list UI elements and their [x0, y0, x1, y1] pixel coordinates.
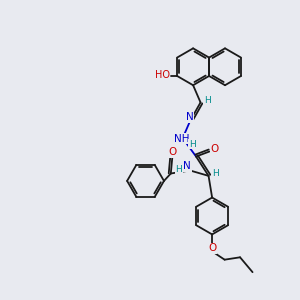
- Text: O: O: [211, 144, 219, 154]
- Text: H: H: [204, 97, 210, 106]
- Text: H: H: [189, 140, 196, 148]
- Text: O: O: [208, 243, 216, 254]
- Text: N: N: [186, 112, 194, 122]
- Text: H: H: [176, 164, 182, 173]
- Text: HO: HO: [155, 70, 170, 80]
- Text: O: O: [169, 147, 177, 157]
- Text: H: H: [212, 169, 218, 178]
- Text: NH: NH: [174, 134, 189, 144]
- Text: N: N: [183, 161, 191, 171]
